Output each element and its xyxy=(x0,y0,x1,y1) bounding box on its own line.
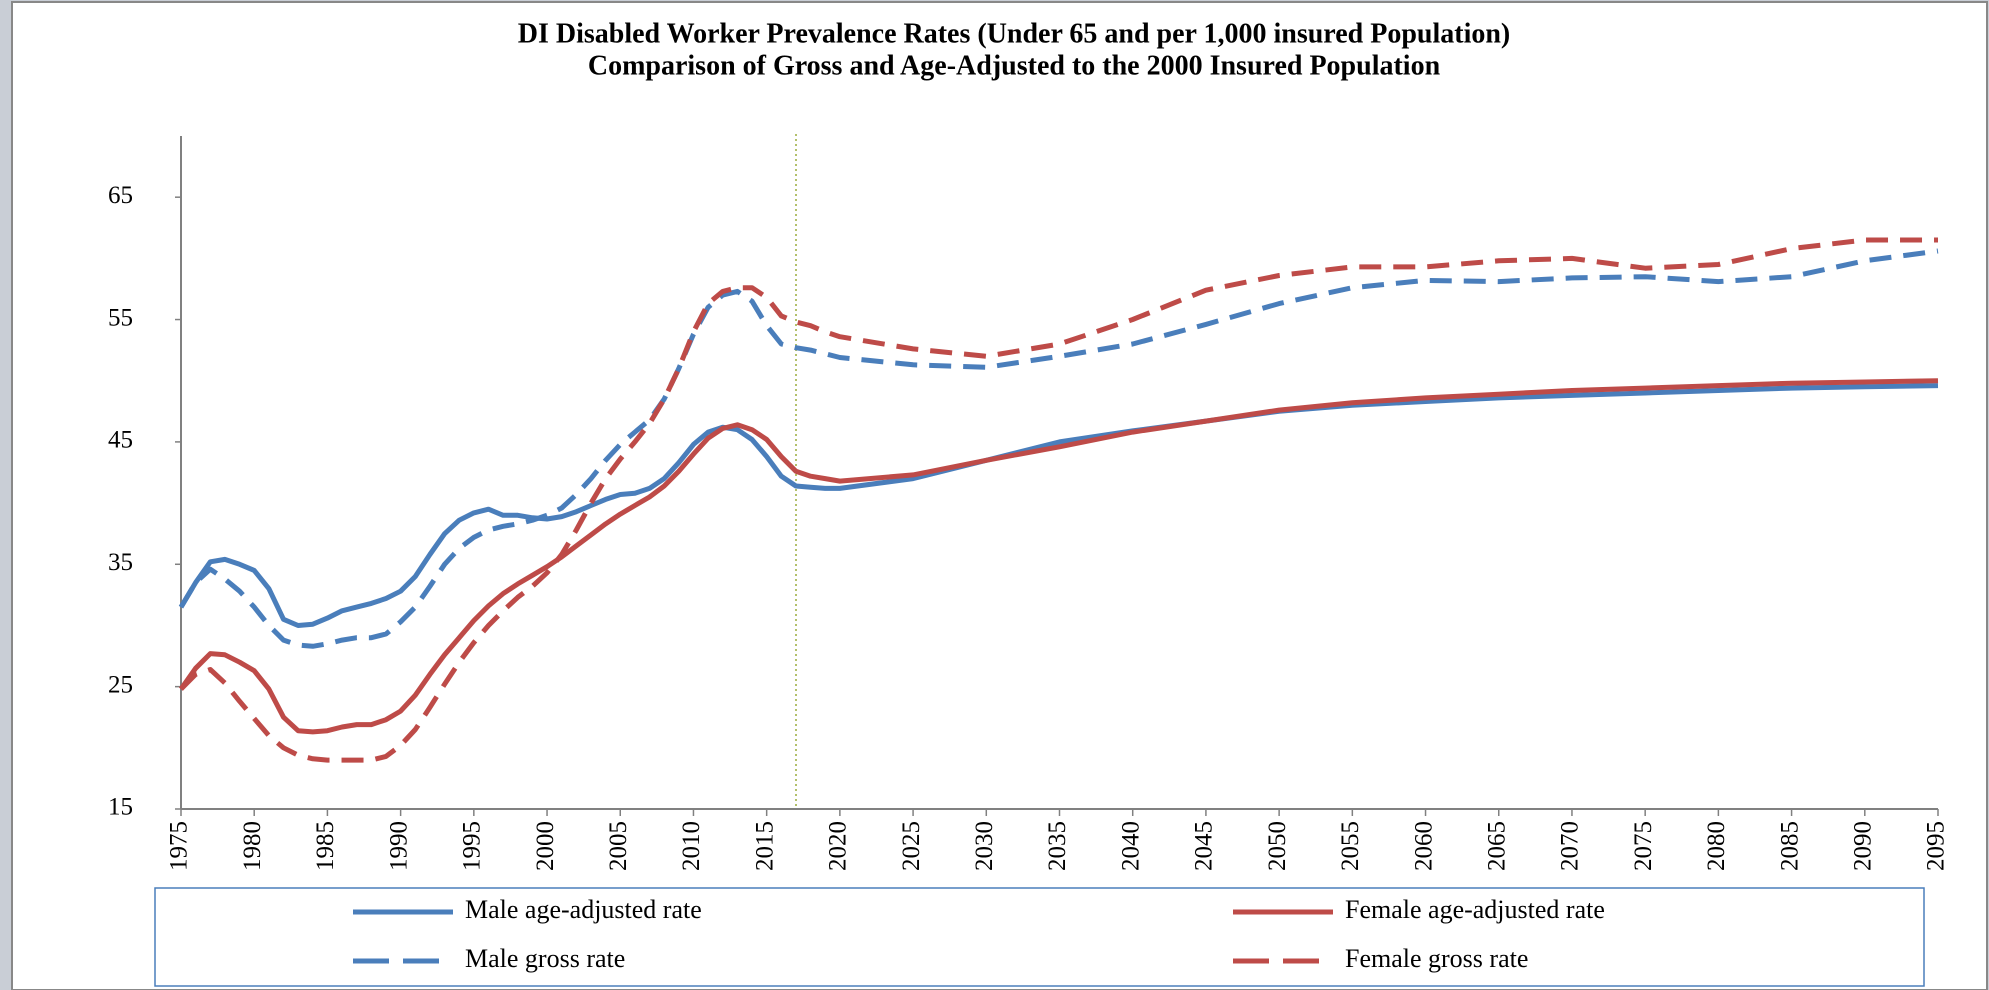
x-tick-label: 1995 xyxy=(459,821,486,871)
series-line xyxy=(179,237,1938,763)
x-tick-label: 2035 xyxy=(1044,821,1071,871)
x-tick-label: 2050 xyxy=(1264,821,1291,871)
x-tick-label: 1975 xyxy=(166,821,193,871)
legend-label: Female age-adjusted rate xyxy=(1345,895,1605,924)
y-tick-label: 35 xyxy=(108,549,133,576)
legend-box xyxy=(154,887,1925,987)
x-tick-label: 2030 xyxy=(971,821,998,871)
series-line xyxy=(178,378,1939,735)
x-tick-label: 2010 xyxy=(678,821,705,871)
x-tick-label: 1990 xyxy=(385,821,412,871)
legend-label: Male age-adjusted rate xyxy=(465,895,702,924)
x-tick-label: 2090 xyxy=(1850,821,1877,871)
x-tick-label: 1980 xyxy=(239,821,266,871)
y-tick-label: 45 xyxy=(108,427,133,454)
x-tick-label: 2055 xyxy=(1337,821,1364,871)
x-tick-label: 2080 xyxy=(1703,821,1730,871)
x-tick-label: 2045 xyxy=(1191,821,1218,871)
x-tick-label: 2000 xyxy=(532,821,559,871)
legend-label: Male gross rate xyxy=(465,944,625,973)
y-tick-label: 25 xyxy=(108,671,133,698)
chart-subtitle: Comparison of Gross and Age-Adjusted to … xyxy=(588,50,1441,81)
legend-label: Female gross rate xyxy=(1345,944,1528,973)
x-tick-label: 2020 xyxy=(825,821,852,871)
x-tick-label: 2085 xyxy=(1776,821,1803,871)
chart-title: DI Disabled Worker Prevalence Rates (Und… xyxy=(518,18,1511,49)
x-tick-label: 2060 xyxy=(1410,821,1437,871)
x-tick-label: 2075 xyxy=(1630,821,1657,871)
x-tick-label: 2040 xyxy=(1117,821,1144,871)
series-line xyxy=(178,248,1939,649)
x-tick-label: 2025 xyxy=(898,821,925,871)
x-tick-label: 2015 xyxy=(751,821,778,871)
y-tick-label: 65 xyxy=(108,182,133,209)
x-tick-label: 2070 xyxy=(1557,821,1584,871)
y-tick-label: 55 xyxy=(108,304,133,331)
x-tick-label: 2065 xyxy=(1483,821,1510,871)
x-tick-label: 1985 xyxy=(312,821,339,871)
chart-panel xyxy=(11,1,1988,990)
y-tick-label: 15 xyxy=(108,794,133,821)
x-tick-label: 2095 xyxy=(1923,821,1950,871)
x-tick-label: 2005 xyxy=(605,821,632,871)
